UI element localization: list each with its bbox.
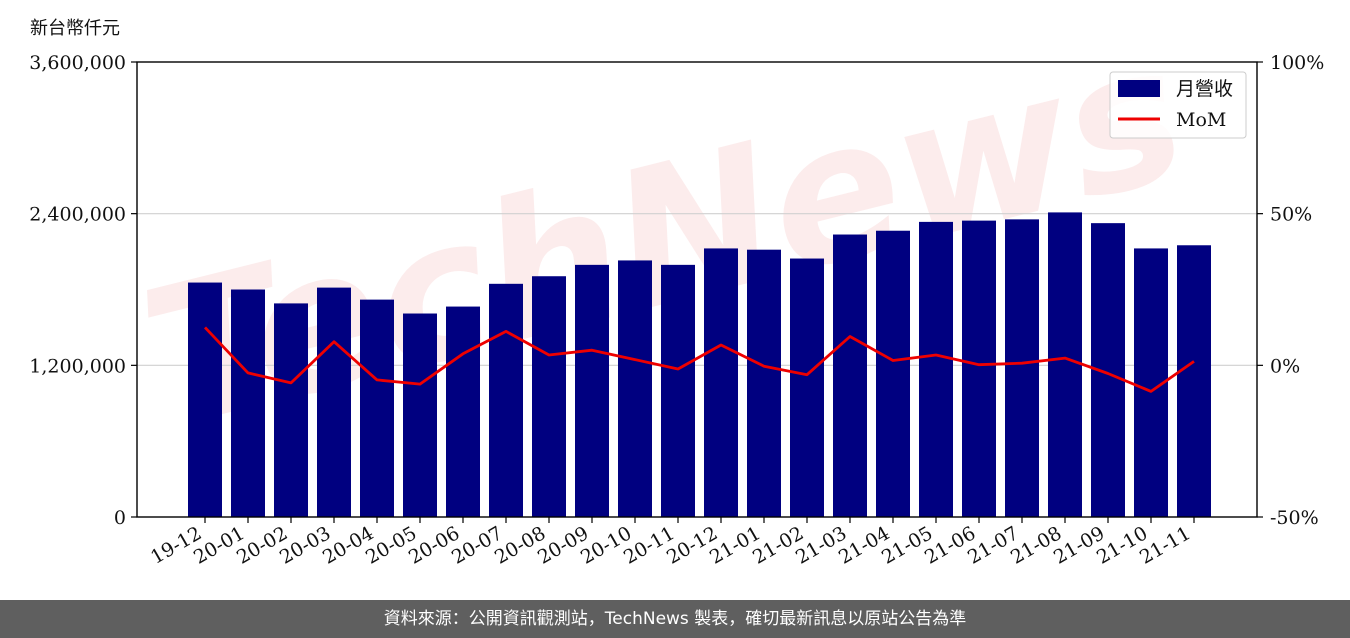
bar — [1005, 219, 1039, 517]
bar — [919, 221, 953, 517]
bar — [532, 276, 566, 517]
bar — [790, 258, 824, 517]
bar — [876, 230, 910, 517]
bar — [1048, 212, 1082, 517]
bar — [446, 306, 480, 517]
mom-line — [203, 326, 1195, 393]
bar — [274, 303, 308, 517]
legend: 月營收 MoM — [1109, 71, 1247, 139]
bar — [575, 264, 609, 517]
bar — [618, 260, 652, 517]
bar — [833, 234, 867, 518]
bar — [360, 299, 394, 517]
footer-source: 資料來源：公開資訊觀測站，TechNews 製表，確切最新訊息以原站公告為準 — [0, 600, 1350, 638]
bar — [704, 248, 738, 517]
left-tick-label: 1,200,000 — [29, 355, 126, 377]
left-tick-label: 2,400,000 — [29, 204, 126, 226]
bar — [962, 220, 996, 518]
line-series-mom — [203, 326, 1195, 393]
bar-series-monthly-revenue — [188, 212, 1211, 518]
unit-label: 新台幣仟元 — [30, 18, 120, 39]
plot-frame — [136, 61, 1258, 518]
bar — [231, 289, 265, 517]
bar — [747, 249, 781, 517]
x-axis: 19-1220-0120-0220-0320-0420-0520-0620-07… — [147, 517, 1195, 569]
legend-label-revenue: 月營收 — [1176, 78, 1233, 100]
right-y-axis: -50% 0% 50% 100% — [1257, 52, 1324, 529]
bar — [489, 283, 523, 517]
right-tick-label: 100% — [1270, 52, 1324, 74]
bar — [1177, 245, 1211, 517]
x-tick-label: 21-11 — [1136, 522, 1194, 568]
right-tick-label: 50% — [1270, 204, 1312, 226]
bar — [317, 287, 351, 517]
left-y-axis: 0 1,200,000 2,400,000 3,600,000 — [29, 52, 137, 529]
right-tick-label: 0% — [1270, 355, 1300, 377]
bar — [188, 282, 222, 517]
left-tick-label: 3,600,000 — [29, 52, 126, 74]
bar — [661, 264, 695, 517]
left-tick-label: 0 — [114, 507, 126, 529]
legend-label-mom: MoM — [1176, 109, 1226, 131]
bar — [403, 313, 437, 517]
right-tick-label: -50% — [1270, 507, 1319, 529]
legend-bar-swatch — [1118, 80, 1160, 97]
